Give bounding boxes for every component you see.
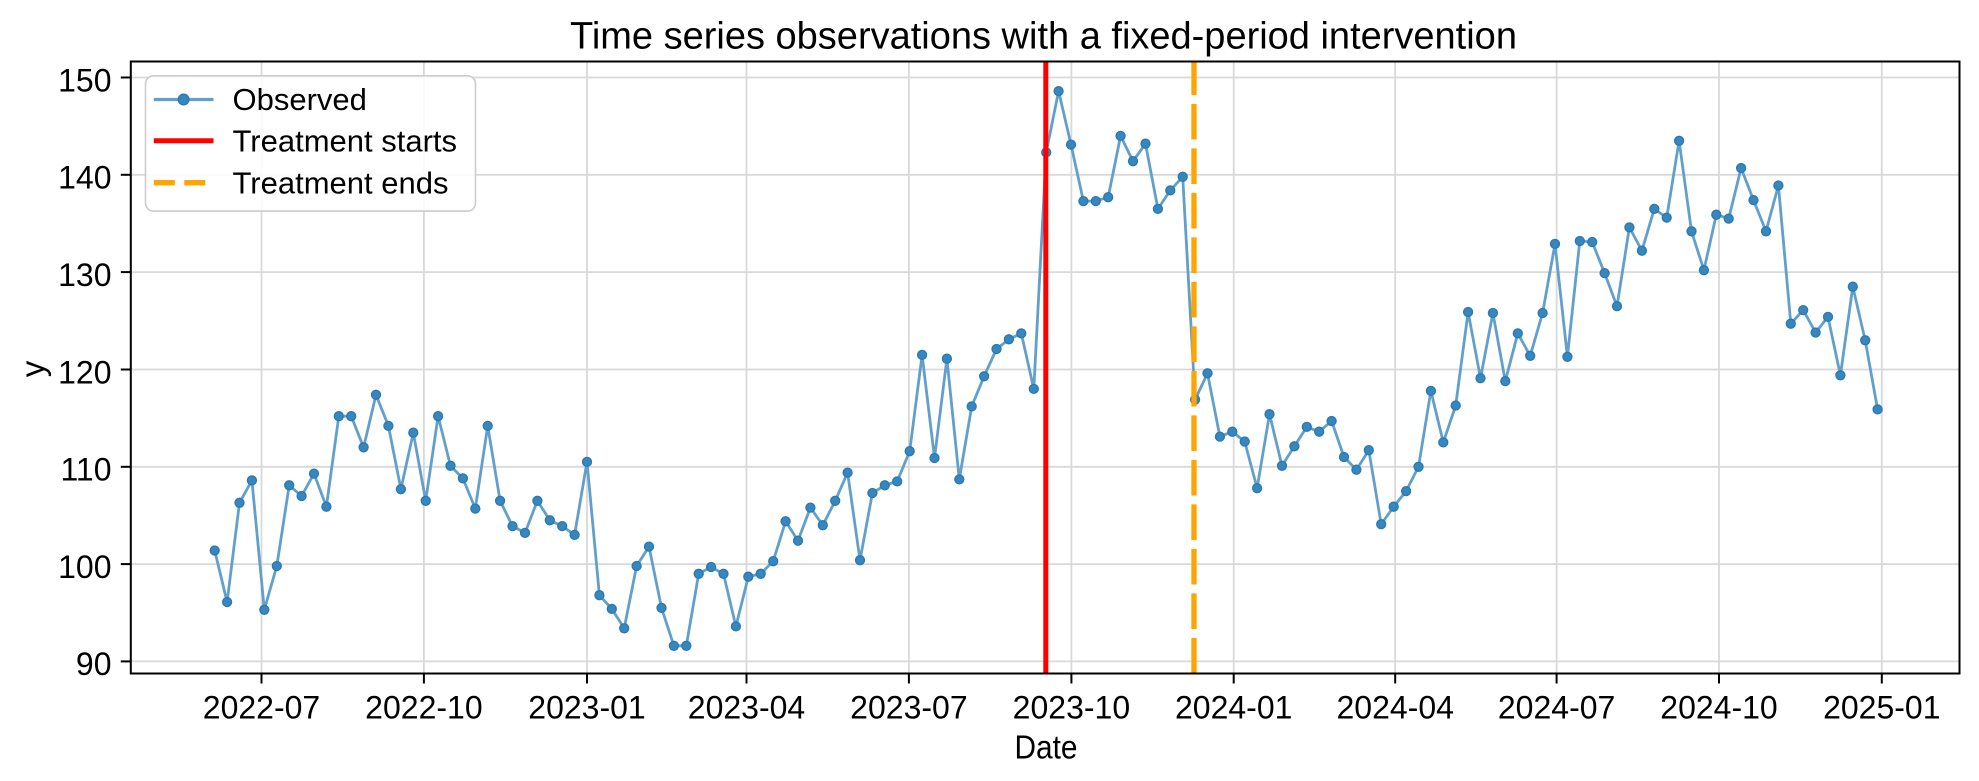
svg-text:90: 90 bbox=[76, 646, 112, 682]
svg-text:y: y bbox=[14, 360, 51, 377]
svg-text:100: 100 bbox=[58, 549, 111, 585]
svg-text:2022-10: 2022-10 bbox=[365, 690, 482, 726]
svg-text:2023-10: 2023-10 bbox=[1013, 690, 1130, 726]
svg-text:2025-01: 2025-01 bbox=[1823, 690, 1940, 726]
svg-text:Time series observations with: Time series observations with a fixed-pe… bbox=[570, 15, 1517, 57]
svg-text:2024-01: 2024-01 bbox=[1175, 690, 1292, 726]
svg-text:130: 130 bbox=[58, 257, 111, 293]
svg-text:Date: Date bbox=[1015, 729, 1078, 766]
svg-text:Treatment ends: Treatment ends bbox=[233, 165, 449, 200]
svg-text:2023-04: 2023-04 bbox=[688, 690, 805, 726]
svg-text:Treatment starts: Treatment starts bbox=[233, 124, 458, 159]
svg-text:110: 110 bbox=[60, 452, 111, 488]
svg-text:120: 120 bbox=[58, 354, 111, 390]
svg-text:2024-04: 2024-04 bbox=[1336, 690, 1453, 726]
svg-text:2023-01: 2023-01 bbox=[528, 690, 645, 726]
svg-text:140: 140 bbox=[58, 160, 111, 196]
svg-text:150: 150 bbox=[58, 62, 111, 98]
svg-text:2024-10: 2024-10 bbox=[1660, 690, 1777, 726]
svg-text:2022-07: 2022-07 bbox=[203, 690, 320, 726]
svg-text:2023-07: 2023-07 bbox=[850, 690, 967, 726]
svg-text:Observed: Observed bbox=[233, 82, 367, 117]
svg-text:2024-07: 2024-07 bbox=[1498, 690, 1615, 726]
